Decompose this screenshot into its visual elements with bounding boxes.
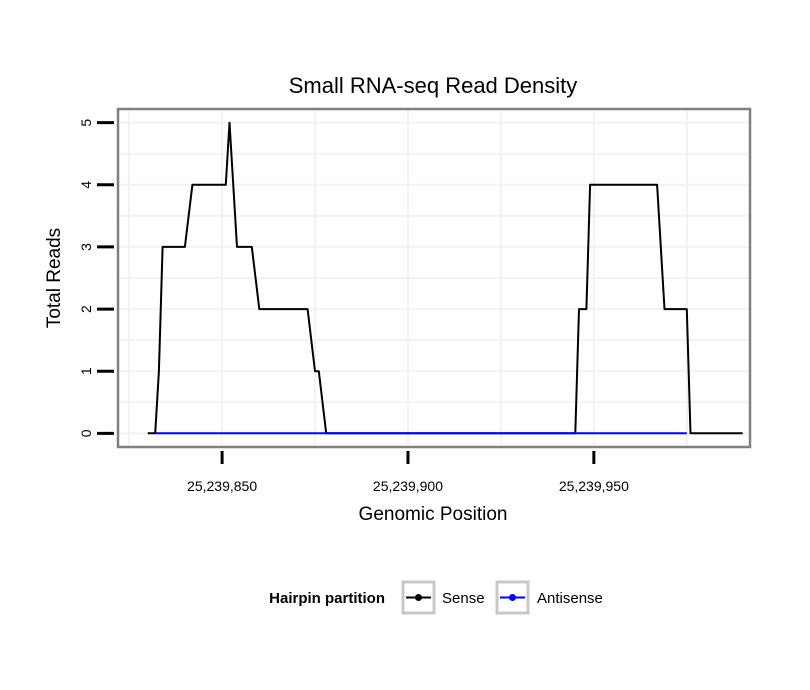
legend-point-sense [415,594,422,601]
x-tick-label: 25,239,900 [373,478,443,494]
legend-item-sense: Sense [401,580,485,615]
y-axis-title: Total Reads [44,228,65,328]
grid-lines [118,109,750,447]
y-tick-label: 2 [78,305,94,313]
x-axis-title: Genomic Position [359,504,508,525]
x-tick-label: 25,239,850 [187,478,257,494]
y-tick-label: 3 [78,243,94,251]
legend-label-sense: Sense [442,590,485,607]
axis-ticks: 25,239,850 25,239,900 25,239,950 0 1 2 3 4 5 [78,119,629,494]
series-layer [147,121,743,435]
series-line-sense [147,121,743,435]
y-tick-label: 5 [78,119,94,127]
legend-point-antisense [509,594,516,601]
legend-label-antisense: Antisense [537,590,603,607]
chart-title: Small RNA-seq Read Density [289,73,578,98]
y-tick-label: 4 [78,181,94,189]
legend-item-antisense: Antisense [495,580,603,615]
y-tick-label: 1 [78,367,94,375]
legend-title: Hairpin partition [269,590,385,607]
legend: Hairpin partition Sense Antisense [269,580,603,615]
x-tick-label: 25,239,950 [559,478,629,494]
y-tick-label: 0 [78,429,94,437]
plot-panel-border [116,107,752,449]
